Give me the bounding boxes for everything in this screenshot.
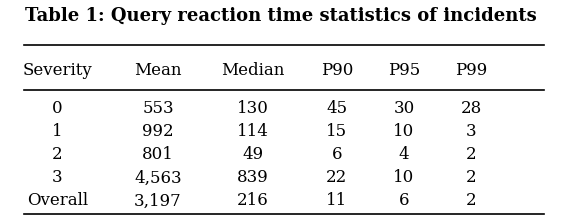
Text: Median: Median bbox=[221, 62, 285, 79]
Text: 6: 6 bbox=[399, 192, 409, 209]
Text: 4,563: 4,563 bbox=[134, 169, 182, 186]
Text: 992: 992 bbox=[142, 123, 174, 140]
Text: 2: 2 bbox=[466, 169, 477, 186]
Text: 2: 2 bbox=[466, 146, 477, 163]
Text: 216: 216 bbox=[237, 192, 269, 209]
Text: 3: 3 bbox=[466, 123, 477, 140]
Text: P90: P90 bbox=[321, 62, 353, 79]
Text: Mean: Mean bbox=[134, 62, 182, 79]
Text: Table 1: Query reaction time statistics of incidents: Table 1: Query reaction time statistics … bbox=[25, 7, 537, 25]
Text: 10: 10 bbox=[393, 169, 415, 186]
Text: 15: 15 bbox=[327, 123, 347, 140]
Text: 114: 114 bbox=[237, 123, 269, 140]
Text: 22: 22 bbox=[327, 169, 347, 186]
Text: 30: 30 bbox=[393, 100, 415, 117]
Text: 801: 801 bbox=[142, 146, 174, 163]
Text: 3,197: 3,197 bbox=[134, 192, 182, 209]
Text: 1: 1 bbox=[52, 123, 62, 140]
Text: 2: 2 bbox=[52, 146, 62, 163]
Text: 10: 10 bbox=[393, 123, 415, 140]
Text: 6: 6 bbox=[332, 146, 342, 163]
Text: P95: P95 bbox=[388, 62, 420, 79]
Text: 49: 49 bbox=[242, 146, 264, 163]
Text: Severity: Severity bbox=[22, 62, 92, 79]
Text: Overall: Overall bbox=[27, 192, 88, 209]
Text: 45: 45 bbox=[327, 100, 347, 117]
Text: 2: 2 bbox=[466, 192, 477, 209]
Text: P99: P99 bbox=[455, 62, 487, 79]
Text: 4: 4 bbox=[398, 146, 409, 163]
Text: 3: 3 bbox=[52, 169, 62, 186]
Text: 839: 839 bbox=[237, 169, 269, 186]
Text: 11: 11 bbox=[327, 192, 347, 209]
Text: 28: 28 bbox=[460, 100, 482, 117]
Text: 0: 0 bbox=[52, 100, 62, 117]
Text: 130: 130 bbox=[237, 100, 269, 117]
Text: 553: 553 bbox=[142, 100, 174, 117]
